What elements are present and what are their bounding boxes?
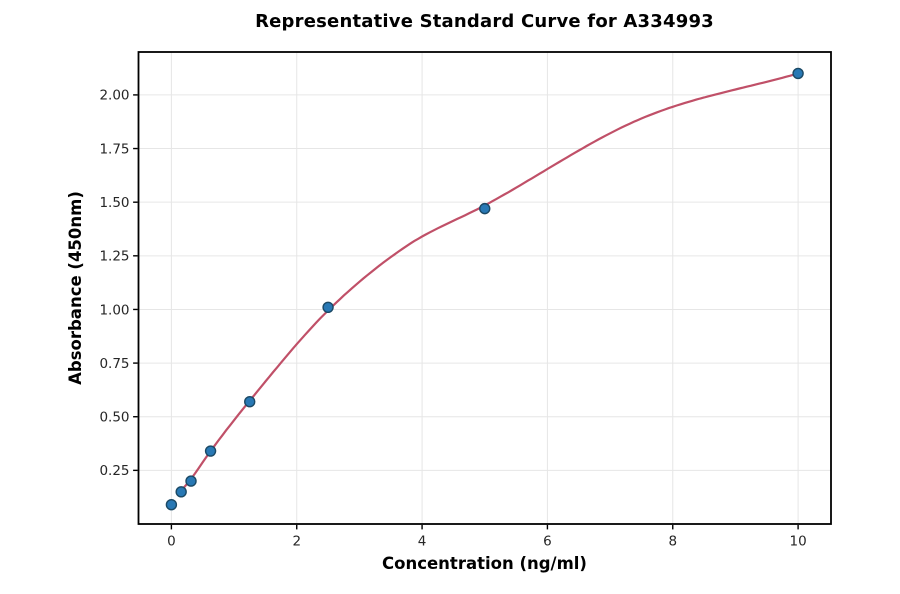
data-point <box>322 301 334 314</box>
data-point <box>479 202 491 215</box>
plot-border <box>137 51 832 525</box>
y-tick-label: 2.00 <box>99 88 129 104</box>
data-point <box>204 445 217 457</box>
y-tick-label: 0.75 <box>99 356 129 372</box>
y-tick-label: 1.00 <box>99 302 129 318</box>
y-tick-label: 1.75 <box>99 141 129 157</box>
x-tick-label: 0 <box>167 534 176 550</box>
x-tick-label: 2 <box>292 534 301 550</box>
y-tick-label: 1.50 <box>99 195 129 211</box>
plot-background <box>138 52 831 524</box>
y-tick-label: 0.25 <box>99 463 129 479</box>
data-point <box>244 396 256 408</box>
x-axis-label: Concentration (ng/ml) <box>382 554 587 573</box>
x-tick-label: 8 <box>668 534 677 550</box>
data-point <box>792 67 804 80</box>
x-tick-label: 6 <box>543 534 552 550</box>
data-point <box>175 486 187 498</box>
x-tick-label: 10 <box>790 534 807 550</box>
data-point <box>165 498 178 511</box>
y-tick-label: 1.25 <box>99 249 129 265</box>
y-tick-label: 0.50 <box>99 410 129 426</box>
y-axis-label: Absorbance (450nm) <box>66 191 85 385</box>
data-point <box>185 475 197 487</box>
chart-title: Representative Standard Curve for A33499… <box>255 11 714 32</box>
x-tick-label: 4 <box>418 534 427 550</box>
